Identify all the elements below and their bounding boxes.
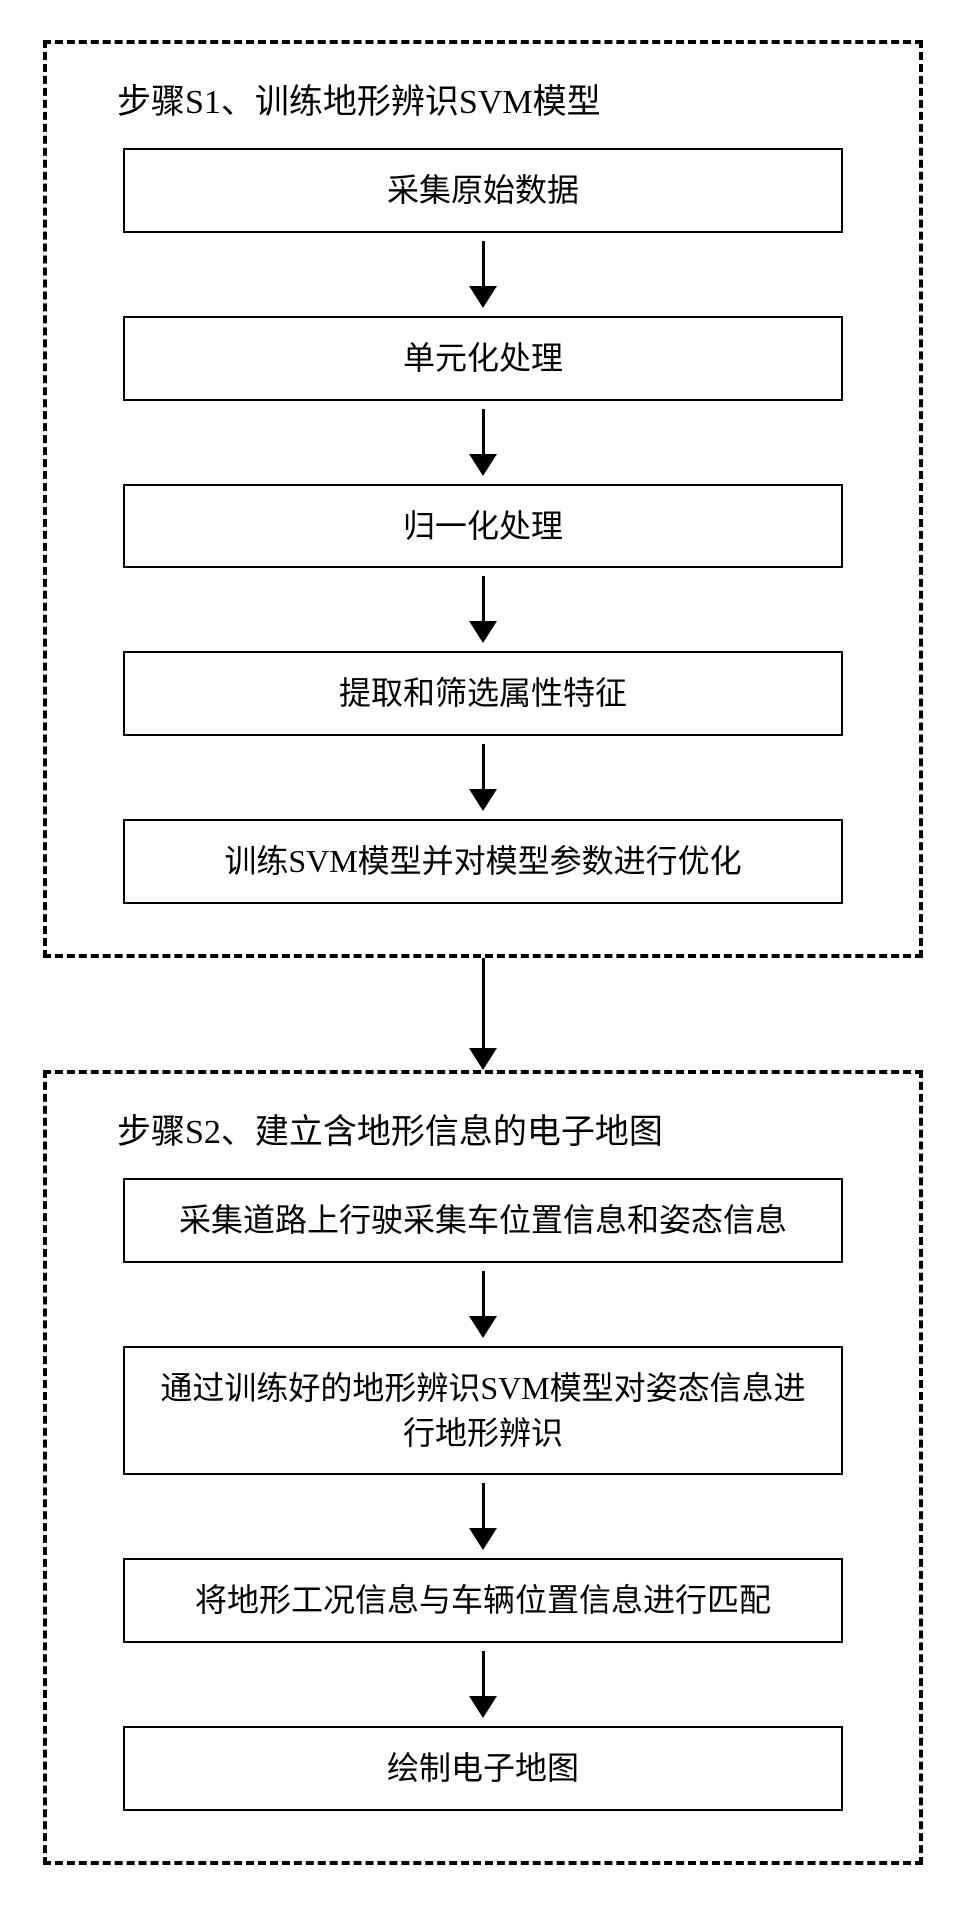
step-terrain-recognition: 通过训练好的地形辨识SVM模型对姿态信息进行地形辨识 [123, 1346, 843, 1476]
step-unitization: 单元化处理 [123, 316, 843, 401]
step-collect-raw-data: 采集原始数据 [123, 148, 843, 233]
arrow-icon [469, 1483, 497, 1550]
flowchart-container: 步骤S1、训练地形辨识SVM模型 采集原始数据 单元化处理 归一化处理 提取和筛… [43, 40, 923, 1865]
stage-s1-title: 步骤S1、训练地形辨识SVM模型 [117, 74, 601, 123]
arrow-icon [469, 409, 497, 476]
arrow-icon [469, 1271, 497, 1338]
arrow-icon [469, 241, 497, 308]
stage-s2-title: 步骤S2、建立含地形信息的电子地图 [117, 1104, 663, 1153]
stage-connector-arrow-icon [469, 958, 497, 1070]
step-collect-position-info: 采集道路上行驶采集车位置信息和姿态信息 [123, 1178, 843, 1263]
arrow-icon [469, 744, 497, 811]
step-extract-features: 提取和筛选属性特征 [123, 651, 843, 736]
step-train-svm: 训练SVM模型并对模型参数进行优化 [123, 819, 843, 904]
arrow-icon [469, 1651, 497, 1718]
stage-s1-group: 步骤S1、训练地形辨识SVM模型 采集原始数据 单元化处理 归一化处理 提取和筛… [43, 40, 923, 958]
arrow-icon [469, 576, 497, 643]
stage-s2-group: 步骤S2、建立含地形信息的电子地图 采集道路上行驶采集车位置信息和姿态信息 通过… [43, 1070, 923, 1865]
step-normalization: 归一化处理 [123, 484, 843, 569]
step-match-terrain-position: 将地形工况信息与车辆位置信息进行匹配 [123, 1558, 843, 1643]
step-draw-map: 绘制电子地图 [123, 1726, 843, 1811]
